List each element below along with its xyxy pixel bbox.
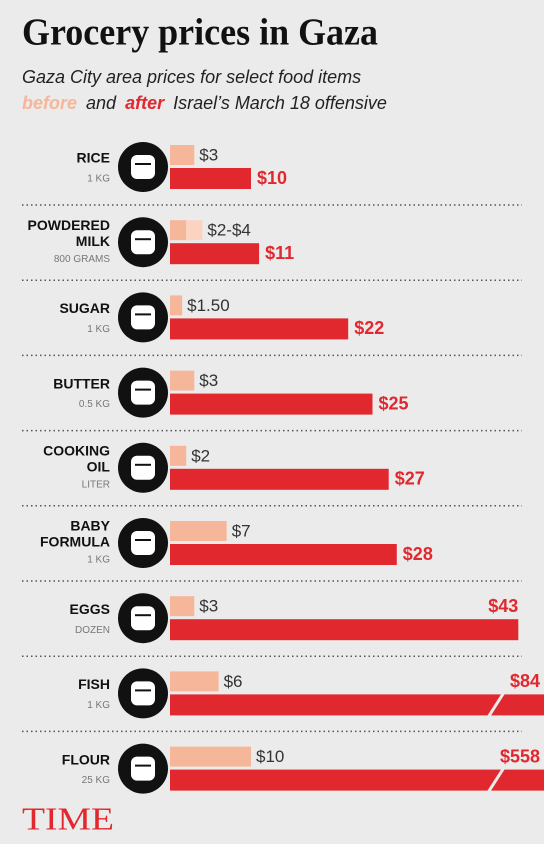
icon-detail <box>135 689 151 692</box>
icon-detail <box>135 614 151 617</box>
unit-label: 25 KG <box>82 775 111 786</box>
after-label: $22 <box>354 318 384 338</box>
before-label: $2 <box>191 446 210 465</box>
before-label: $7 <box>232 521 251 540</box>
icon-shape <box>131 380 155 405</box>
subtitle-line: before and after Israel’s March 18 offen… <box>22 93 387 113</box>
subtitle: Gaza City area prices for select food it… <box>22 67 361 87</box>
category-label: BABY <box>70 518 110 534</box>
after-bar <box>170 243 260 265</box>
icon-detail <box>135 238 151 241</box>
after-label: $11 <box>265 243 294 263</box>
after-bar <box>170 619 519 641</box>
category-label: FISH <box>78 676 110 692</box>
before-range-bar <box>186 220 203 241</box>
category-label: MILK <box>76 233 110 249</box>
after-bar <box>170 544 397 565</box>
after-bar <box>170 318 349 340</box>
before-bar <box>170 521 227 541</box>
after-bar <box>170 694 544 716</box>
before-label: $1.50 <box>187 296 230 315</box>
after-label: $43 <box>488 596 518 616</box>
logo: TIME <box>22 800 114 836</box>
after-label: $28 <box>403 544 433 564</box>
before-bar <box>170 145 195 165</box>
category-label: BUTTER <box>53 375 110 391</box>
after-label: $27 <box>395 469 425 489</box>
after-label: $25 <box>379 393 409 413</box>
after-label: $84 <box>510 671 540 691</box>
icon-detail <box>135 764 151 767</box>
after-label: $558 <box>500 746 540 766</box>
icon-shape <box>131 305 155 330</box>
before-bar <box>170 671 219 692</box>
icon-detail <box>135 539 151 541</box>
unit-label: 0.5 KG <box>79 399 110 410</box>
chart-title: Grocery prices in Gaza <box>22 12 378 54</box>
before-label: $3 <box>199 371 218 390</box>
unit-label: 1 KG <box>87 700 110 711</box>
icon-detail <box>135 388 151 391</box>
icon-detail <box>135 463 151 466</box>
before-bar <box>170 746 251 767</box>
icon-shape <box>131 155 155 179</box>
before-bar <box>170 596 195 617</box>
icon-shape <box>131 230 155 255</box>
category-label: FORMULA <box>40 534 110 550</box>
after-bar <box>170 393 373 415</box>
unit-label: LITER <box>82 479 110 490</box>
after-bar <box>170 769 544 791</box>
icon-detail <box>135 163 151 165</box>
unit-label: 1 KG <box>87 324 110 335</box>
subtitle-rest: Israel’s March 18 offensive <box>173 93 387 113</box>
unit-label: 800 GRAMS <box>54 254 110 265</box>
icon-shape <box>131 531 155 555</box>
before-word: before <box>22 93 77 113</box>
before-bar <box>170 445 187 466</box>
after-word: after <box>125 93 165 113</box>
before-bar <box>170 220 187 241</box>
before-label: $6 <box>224 672 243 691</box>
unit-label: 1 KG <box>87 174 110 185</box>
category-label: EGGS <box>70 601 110 617</box>
icon-shape <box>131 756 155 781</box>
after-bar <box>170 468 389 490</box>
category-label: POWDERED <box>28 217 110 233</box>
unit-label: DOZEN <box>75 625 110 636</box>
category-label: SUGAR <box>59 300 110 316</box>
before-bar <box>170 370 195 391</box>
category-label: COOKING <box>43 443 110 459</box>
icon-shape <box>131 681 155 706</box>
icon-shape <box>131 606 155 631</box>
category-label: FLOUR <box>62 751 110 767</box>
after-label: $10 <box>257 168 287 188</box>
before-label: $10 <box>256 747 284 766</box>
category-label: OIL <box>87 459 111 475</box>
before-label: $2-$4 <box>207 221 250 240</box>
before-label: $3 <box>199 145 218 164</box>
after-bar <box>170 168 251 189</box>
break-mark <box>486 766 506 794</box>
category-label: RICE <box>77 150 110 166</box>
before-label: $3 <box>199 597 218 616</box>
icon-detail <box>135 313 151 316</box>
before-bar <box>170 295 183 316</box>
icon-shape <box>131 455 155 480</box>
unit-label: 1 KG <box>87 555 110 566</box>
and-word: and <box>86 93 117 113</box>
break-mark <box>486 691 506 719</box>
